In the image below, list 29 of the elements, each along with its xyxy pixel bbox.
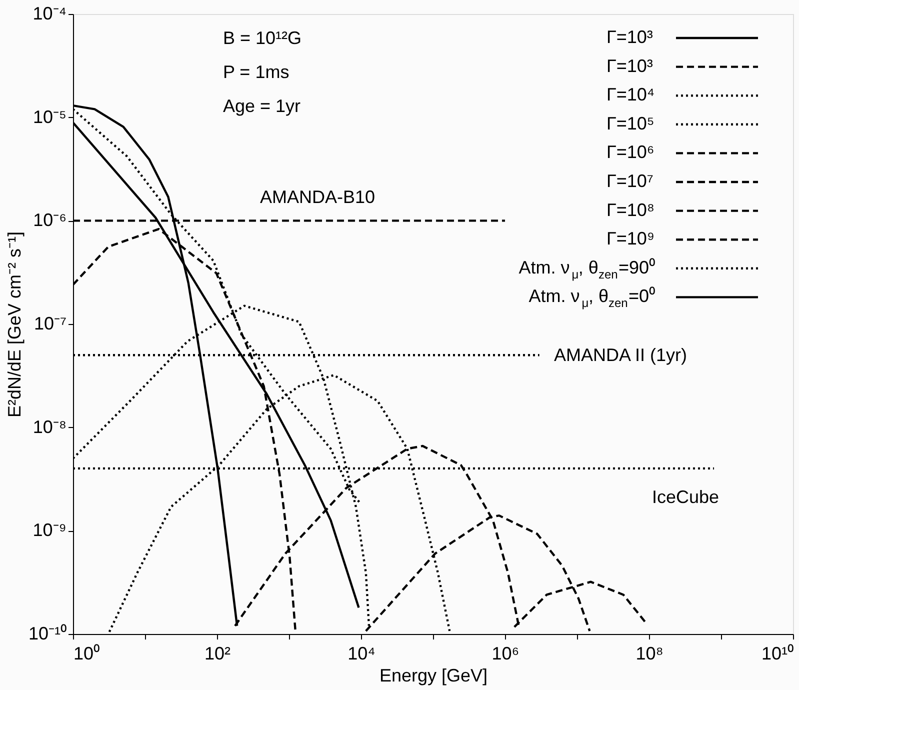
x-tick-label: 10² xyxy=(204,644,231,664)
legend-label: Γ=10³ xyxy=(606,56,653,76)
legend-label: Γ=10⁵ xyxy=(606,113,654,134)
x-tick-label: 10⁴ xyxy=(348,644,376,664)
legend-label: Γ=10⁸ xyxy=(606,200,655,220)
y-tick-label: 10⁻⁴ xyxy=(32,4,66,24)
annotation: P = 1ms xyxy=(223,62,290,82)
y-tick-label: 10⁻¹⁰ xyxy=(28,624,66,644)
legend-label: Γ=10³ xyxy=(606,27,653,47)
x-tick-label: 10⁰ xyxy=(74,644,100,664)
annotation: IceCube xyxy=(652,487,720,507)
annotation: B = 10¹²G xyxy=(223,28,302,48)
y-tick-label: 10⁻⁵ xyxy=(33,106,66,127)
x-tick-label: 10⁸ xyxy=(636,644,664,664)
y-tick-label: 10⁻⁷ xyxy=(34,314,66,334)
y-tick-label: 10⁻⁶ xyxy=(33,210,66,230)
annotation: Age = 1yr xyxy=(223,96,301,116)
y-tick-label: 10⁻⁹ xyxy=(32,520,66,540)
annotation: AMANDA II (1yr) xyxy=(554,345,688,365)
y-tick-label: 10⁻⁸ xyxy=(32,416,66,437)
legend-label: Γ=10⁶ xyxy=(606,142,654,162)
x-axis-title: Energy [GeV] xyxy=(379,666,488,686)
y-axis-title: E²dN/dE [GeV cm⁻² s⁻¹] xyxy=(4,231,24,418)
x-tick-label: 10⁶ xyxy=(492,644,520,664)
legend-label: Γ=10⁷ xyxy=(606,171,654,191)
annotation: AMANDA-B10 xyxy=(260,187,376,207)
x-tick-label: 10¹⁰ xyxy=(761,644,794,664)
legend-label: Γ=10⁴ xyxy=(606,84,655,105)
legend-label: Γ=10⁹ xyxy=(606,228,655,249)
